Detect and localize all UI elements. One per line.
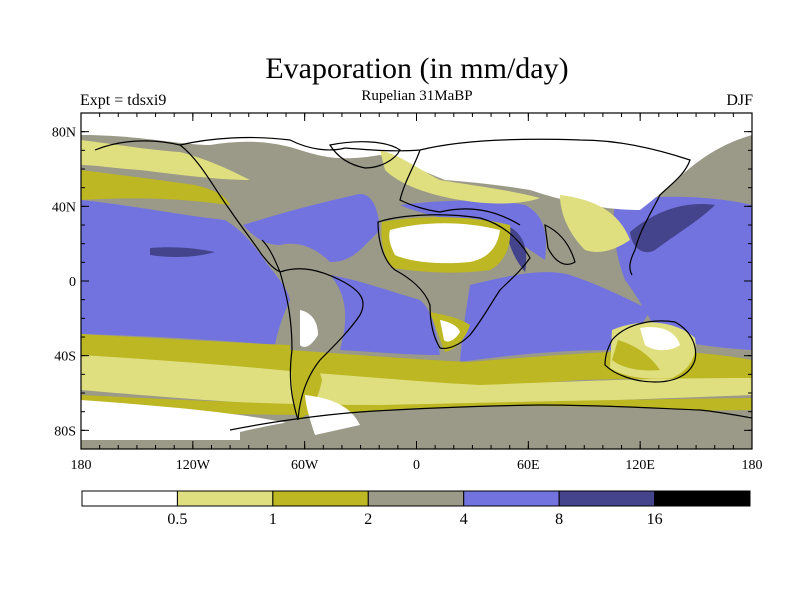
latitude-axis: 80N 40N 0 40S 80S	[52, 112, 752, 450]
colorbar-label: 16	[647, 511, 663, 528]
lat-tick-label: 40S	[54, 350, 76, 365]
field-north-olive	[81, 170, 230, 205]
colorbar-label: 1	[269, 511, 277, 528]
coast-north-america	[94, 136, 346, 273]
field-atlantic	[243, 194, 380, 262]
field-asia-white	[540, 160, 690, 200]
coastlines	[94, 136, 752, 431]
coast-south-america	[279, 268, 364, 421]
lon-tick-label: 60E	[517, 458, 540, 473]
lon-tick-label: 180	[71, 458, 92, 473]
coast-greenland	[329, 141, 401, 169]
colorbar-swatch	[654, 490, 751, 507]
colorbar: 0.5 1 2 4 8 16	[81, 490, 751, 528]
lat-tick-label: 80N	[52, 126, 76, 141]
coast-europe-asia	[344, 138, 691, 276]
colorbar-swatch	[558, 490, 656, 507]
field-south-atlantic	[330, 275, 440, 355]
coast-africa	[377, 214, 531, 350]
map-subtitle: Rupelian 31MaBP	[361, 88, 473, 104]
field-namib-white	[440, 320, 460, 342]
lon-tick-label: 180	[742, 458, 763, 473]
coast-india	[544, 223, 576, 265]
field-north-yellow	[81, 140, 250, 180]
field-sahara-white	[389, 223, 500, 264]
evaporation-field	[81, 113, 752, 449]
page-title: Evaporation (in mm/day)	[265, 52, 569, 85]
colorbar-swatch	[81, 490, 178, 507]
colorbar-label: 4	[460, 511, 468, 528]
field-max-pacific-band	[150, 247, 215, 257]
field-max-kuroshio	[630, 204, 715, 253]
field-asia-yellow	[560, 195, 630, 252]
lat-tick-label: 40N	[52, 200, 76, 215]
experiment-label: Expt = tdsxi9	[80, 92, 167, 109]
field-australia-white	[640, 327, 680, 351]
field-south-band-2	[81, 355, 752, 409]
lon-tick-label: 60W	[291, 458, 319, 473]
field-antarctica	[240, 405, 752, 449]
colorbar-swatch	[463, 490, 560, 507]
field-indian-ocean	[460, 272, 650, 362]
field-australia-olive	[612, 340, 660, 371]
lat-tick-label: 0	[69, 275, 76, 290]
colorbar-label: 0.5	[167, 511, 187, 528]
season-label: DJF	[726, 92, 753, 109]
field-pacific-east	[81, 200, 290, 345]
lon-tick-label: 0	[413, 458, 420, 473]
field-andes-white	[300, 310, 318, 347]
coast-australia	[604, 320, 697, 383]
colorbar-swatch	[176, 490, 274, 507]
field-europe-yellow	[380, 150, 540, 204]
longitude-axis: 180 120W 60W 0 60E 120E 180	[71, 113, 763, 473]
colorbar-swatch	[367, 490, 465, 507]
colorbar-swatch	[272, 490, 369, 507]
field-pacific-band	[81, 280, 262, 295]
coast-antarctica	[229, 404, 752, 431]
lon-tick-label: 120E	[625, 458, 655, 473]
lon-tick-label: 120W	[176, 458, 211, 473]
lat-tick-label: 80S	[54, 424, 76, 439]
colorbar-label: 8	[555, 511, 563, 528]
colorbar-label: 2	[364, 511, 372, 528]
field-max-arabia	[505, 225, 527, 272]
